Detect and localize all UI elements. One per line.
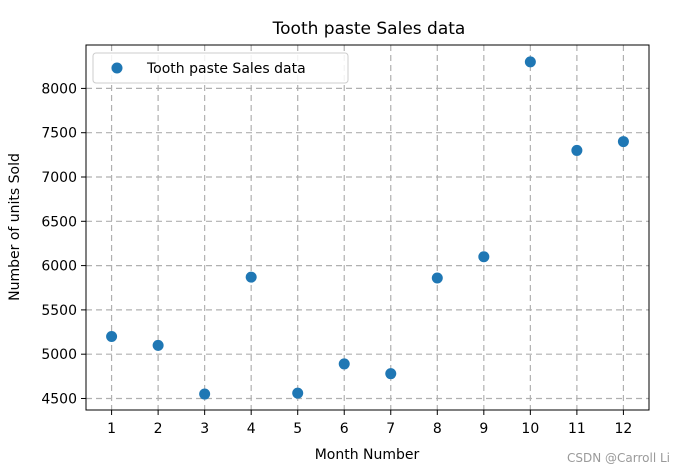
legend-box <box>92 52 349 84</box>
y-tick-label: 7000 <box>41 170 77 186</box>
y-tick-label: 6000 <box>41 259 77 275</box>
data-point <box>617 136 629 148</box>
data-point <box>338 358 350 370</box>
x-tick-label: 5 <box>293 421 302 437</box>
chart-title: Tooth paste Sales data <box>272 19 466 39</box>
x-tick-label: 2 <box>154 421 163 437</box>
x-tick-label: 7 <box>386 421 395 437</box>
y-tick-label: 7500 <box>41 126 77 142</box>
data-point <box>245 271 257 283</box>
legend: Tooth paste Sales data <box>92 52 349 84</box>
x-axis-label: Month Number <box>315 447 420 463</box>
x-tick-label: 1 <box>107 421 116 437</box>
data-point <box>199 388 211 400</box>
x-tick-label: 10 <box>521 421 539 437</box>
x-tick-label: 6 <box>340 421 349 437</box>
data-points <box>106 56 629 400</box>
legend-label: Tooth paste Sales data <box>146 61 306 77</box>
x-tick-label: 3 <box>200 421 209 437</box>
y-tick-label: 5000 <box>41 347 77 363</box>
watermark: CSDN @Carroll Li <box>567 451 670 465</box>
legend-marker <box>111 62 123 74</box>
data-point <box>571 144 583 156</box>
y-tick-label: 4500 <box>41 391 77 407</box>
data-point <box>292 387 304 399</box>
data-point <box>478 251 490 263</box>
x-tick-label: 9 <box>479 421 488 437</box>
y-tick-label: 5500 <box>41 303 77 319</box>
y-axis-label: Number of units Sold <box>7 153 23 301</box>
data-point <box>524 56 536 68</box>
x-tick-label: 4 <box>247 421 256 437</box>
x-tick-label: 12 <box>614 421 632 437</box>
x-axis-ticks: 1 2 3 4 5 6 7 8 9 10 11 12 <box>107 410 632 437</box>
x-tick-label: 8 <box>433 421 442 437</box>
data-point <box>152 339 164 351</box>
data-point <box>431 272 443 284</box>
plot-frame <box>85 44 650 411</box>
y-tick-label: 8000 <box>41 81 77 97</box>
data-point <box>385 368 397 380</box>
y-axis-ticks: 4500 5000 5500 6000 6500 7000 7500 8000 <box>41 81 86 407</box>
x-tick-label: 11 <box>568 421 586 437</box>
grid-lines <box>86 45 649 410</box>
y-tick-label: 6500 <box>41 214 77 230</box>
data-point <box>106 330 118 342</box>
